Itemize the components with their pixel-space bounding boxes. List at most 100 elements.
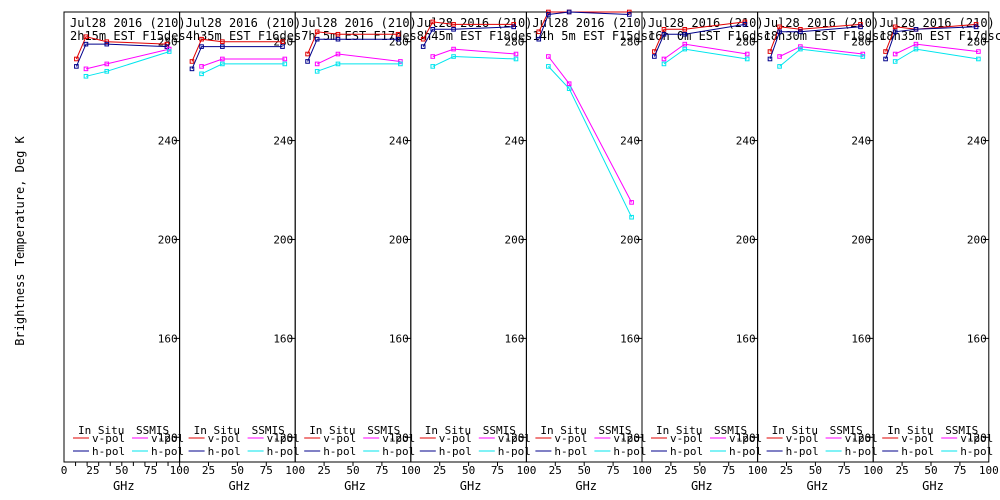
y-tick-label: 240	[158, 135, 178, 148]
x-tick-label: 75	[953, 464, 966, 477]
data-point	[280, 39, 285, 44]
y-tick-label: 280	[967, 36, 987, 49]
panel-5: Jul28 2016 (210)14h 5m EST F15dsc 120 160 2…	[525, 9, 655, 493]
legend-ssmis-heading: SSMIS	[252, 424, 285, 437]
data-point	[742, 19, 748, 25]
y-tick-label: 280	[505, 36, 525, 49]
x-tick-label: 25	[317, 464, 330, 477]
data-point	[335, 51, 341, 57]
x-tick-label: 75	[491, 464, 504, 477]
legend-entry-label: h-pol	[267, 445, 300, 458]
data-point	[744, 56, 750, 62]
data-point	[682, 27, 688, 32]
data-point	[682, 31, 688, 37]
data-point	[682, 41, 688, 47]
x-axis-label: GHz	[691, 479, 713, 493]
data-point	[513, 56, 519, 62]
legend-entry-label: h-pol	[729, 445, 762, 458]
data-point	[777, 24, 782, 30]
series-line-ssmis-h-pol	[85, 51, 170, 77]
data-point	[652, 54, 657, 59]
legend-entry-label: v-pol	[554, 432, 587, 445]
data-point	[305, 59, 310, 64]
data-point	[860, 54, 866, 59]
y-tick-label: 120	[620, 431, 640, 444]
data-point	[314, 61, 320, 67]
legend-entry-label: v-pol	[960, 432, 993, 445]
series-line-in-situ-v-pol	[422, 21, 514, 40]
data-point	[913, 27, 919, 32]
y-tick-label: 120	[851, 431, 871, 444]
data-point	[314, 69, 320, 74]
data-point	[280, 44, 285, 49]
data-point	[199, 71, 204, 77]
x-tick-label: 100	[632, 464, 652, 477]
y-tick-label: 280	[736, 36, 756, 49]
x-tick-label: 100	[170, 464, 190, 477]
data-point	[314, 29, 320, 35]
data-point	[858, 24, 863, 30]
y-tick-label: 160	[505, 332, 525, 345]
series-line-ssmis-v-pol	[201, 58, 285, 67]
legend-entry-label: h-pol	[151, 445, 184, 458]
x-tick-label: 25	[780, 464, 793, 477]
y-tick-label: 160	[736, 332, 756, 345]
legend-ssmis-heading: SSMIS	[598, 424, 631, 437]
panel-title-date: Jul28 2016 (210)	[70, 16, 186, 30]
y-tick-label: 120	[505, 431, 525, 444]
data-point	[199, 64, 204, 69]
y-tick-label: 240	[620, 135, 640, 148]
data-point	[892, 24, 898, 30]
x-tick-label: 75	[144, 464, 157, 477]
legend-ssmis-heading: SSMIS	[136, 424, 169, 437]
data-point	[74, 64, 79, 69]
data-point	[430, 19, 436, 25]
panel-title-time: 18h35m EST F17dsc	[879, 29, 1000, 43]
x-tick-label: 75	[260, 464, 273, 477]
x-tick-label: 50	[462, 464, 475, 477]
data-point	[451, 54, 456, 59]
legend-entry-label: v-pol	[786, 432, 819, 445]
data-point	[74, 56, 79, 62]
data-point	[83, 73, 89, 79]
series-line-ssmis-v-pol	[316, 53, 401, 65]
series-line-in-situ-h-pol	[653, 23, 745, 57]
data-point	[546, 64, 551, 69]
legend-entry-label: v-pol	[613, 432, 646, 445]
data-point	[913, 41, 919, 47]
data-point	[661, 27, 667, 32]
legend-entry-label: h-pol	[92, 445, 125, 458]
series-line-in-situ-v-pol	[769, 23, 861, 52]
y-tick-label: 120	[967, 431, 987, 444]
x-tick-label: 75	[838, 464, 851, 477]
data-point	[883, 56, 888, 62]
data-point	[798, 29, 803, 35]
x-axis-label: GHz	[575, 479, 597, 493]
legend-entry-label: v-pol	[670, 432, 703, 445]
x-tick-label: 100	[516, 464, 536, 477]
data-point	[83, 66, 89, 72]
data-point	[536, 36, 542, 42]
data-point	[973, 24, 979, 30]
legend-in-situ-heading: In Situ	[425, 424, 471, 437]
panel-4: Jul28 2016 (210)8h45m EST F18des 120 160 20…	[410, 11, 536, 493]
data-point	[913, 46, 919, 52]
y-tick-label: 120	[736, 431, 756, 444]
data-point	[629, 214, 634, 220]
series-line-in-situ-v-pol	[653, 21, 745, 52]
legend-in-situ-heading: In Situ	[887, 424, 933, 437]
data-point	[546, 12, 551, 17]
y-tick-label: 240	[389, 135, 409, 148]
y-tick-label: 200	[158, 233, 178, 246]
data-point	[546, 54, 551, 59]
data-point	[661, 31, 667, 37]
panel-title-time: 8h45m EST F18des	[417, 29, 533, 43]
x-axis-label: GHz	[229, 479, 251, 493]
legend-ssmis-heading: SSMIS	[714, 424, 747, 437]
legend-entry-label: v-pol	[151, 432, 184, 445]
x-tick-label: 50	[578, 464, 591, 477]
legend-ssmis-heading: SSMIS	[367, 424, 400, 437]
